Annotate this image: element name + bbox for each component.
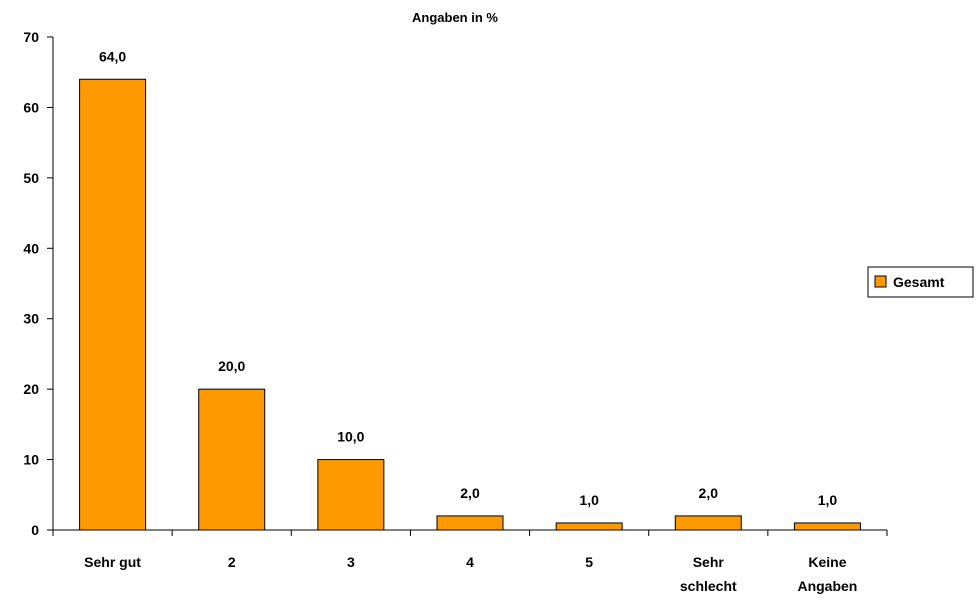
y-tick-label: 30: [23, 311, 39, 327]
bar: [436, 515, 504, 531]
y-axis: 0 10 20 30 40 50 60 70: [23, 29, 54, 538]
data-label: 10,0: [337, 429, 364, 445]
data-label: 1,0: [818, 492, 838, 508]
x-tick-label: 4: [466, 554, 474, 570]
x-tick-label: Keine: [808, 554, 846, 570]
bar: [555, 522, 623, 531]
y-tick-label: 70: [23, 29, 39, 45]
x-tick-label: schlecht: [680, 578, 737, 594]
legend-swatch-gesamt: [874, 275, 887, 288]
x-tick-label: 3: [347, 554, 355, 570]
y-tick-label: 40: [23, 240, 39, 256]
data-label: 20,0: [218, 358, 245, 374]
data-label: 2,0: [460, 485, 480, 501]
y-tick-label: 60: [23, 99, 39, 115]
x-tick-label: Sehr: [693, 554, 725, 570]
data-labels: 64,0 20,0 10,0 2,0 1,0 2,0 1,0: [99, 48, 837, 508]
bar: [198, 388, 266, 531]
data-label: 64,0: [99, 48, 126, 64]
x-axis: Sehr gut 2 3 4 5 Sehr schlecht Keine Angaben: [52, 529, 888, 594]
data-label: 1,0: [579, 492, 599, 508]
bar: [317, 459, 385, 531]
x-tick-label: Angaben: [797, 578, 857, 594]
x-tick-label: 5: [585, 554, 593, 570]
y-tick-label: 50: [23, 170, 39, 186]
y-tick-label: 20: [23, 381, 39, 397]
x-tick-label: 2: [228, 554, 236, 570]
bar: [79, 78, 147, 531]
data-label: 2,0: [699, 485, 719, 501]
y-tick-label: 10: [23, 452, 39, 468]
chart-title: Angaben in %: [412, 10, 498, 25]
y-tick-label: 0: [31, 522, 39, 538]
bar: [674, 515, 742, 531]
bars: [79, 78, 861, 531]
x-tick-label: Sehr gut: [84, 554, 141, 570]
legend: Gesamt: [867, 266, 974, 298]
bar: [793, 522, 861, 531]
legend-label-gesamt: Gesamt: [893, 274, 945, 290]
